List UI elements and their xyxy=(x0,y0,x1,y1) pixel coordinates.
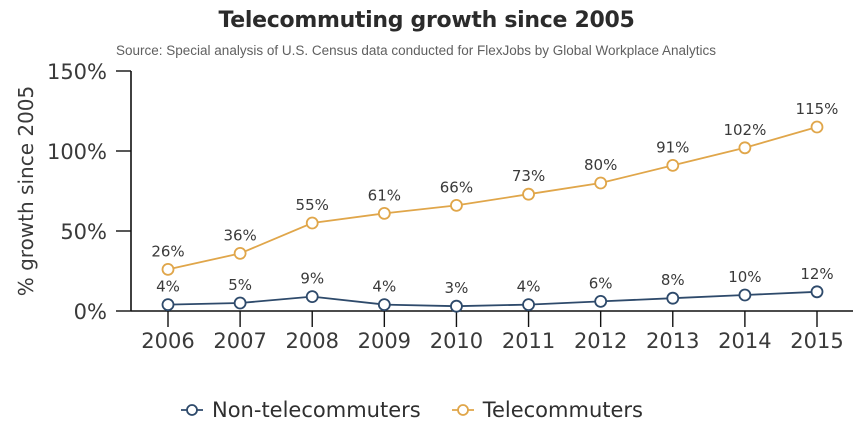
data-point xyxy=(377,206,391,220)
data-label: 61% xyxy=(368,186,401,204)
y-axis-label: % growth since 2005 xyxy=(14,86,38,297)
x-tick-label: 2013 xyxy=(646,329,699,353)
data-point xyxy=(738,141,752,155)
data-point xyxy=(738,288,752,302)
series-layer: 4% 5% 9% 4% 3% 4% 6% 8% 10% 12% 26% 36% 55% 61% 66% 73%… xyxy=(151,100,839,313)
data-label: 4% xyxy=(156,278,180,296)
series-line-telecommuters xyxy=(167,126,818,271)
chart-subtitle: Source: Special analysis of U.S. Census … xyxy=(116,43,717,58)
x-tick-label: 2007 xyxy=(213,329,266,353)
data-label: 10% xyxy=(728,268,761,286)
legend-marker-icon xyxy=(181,404,203,416)
data-point xyxy=(594,176,608,190)
data-point xyxy=(161,298,175,312)
line-chart: 0% 50% 100% 150% 2006 2007 2008 2009 2010 2011 201… xyxy=(14,60,853,353)
legend-label: Telecommuters xyxy=(482,398,643,422)
data-label: 4% xyxy=(372,278,396,296)
y-tick-label: 150% xyxy=(47,60,107,84)
data-point xyxy=(522,187,535,201)
data-label: 55% xyxy=(296,196,329,214)
axes: 0% 50% 100% 150% 2006 2007 2008 2009 2010 2011 201… xyxy=(47,60,853,353)
legend-item-telecommuters[interactable]: Telecommuters xyxy=(451,398,643,422)
data-label: 80% xyxy=(584,156,617,174)
x-tick-label: 2014 xyxy=(718,329,771,353)
data-label: 12% xyxy=(800,265,833,283)
x-tick-label: 2006 xyxy=(141,329,194,353)
data-point xyxy=(233,296,247,310)
y-tick-label: 50% xyxy=(60,220,107,244)
x-tick-label: 2012 xyxy=(574,329,627,353)
data-point xyxy=(450,299,463,313)
data-label: 5% xyxy=(228,276,252,294)
chart-title: Telecommuting growth since 2005 xyxy=(218,8,635,33)
data-point xyxy=(233,246,247,260)
legend-label: Non-telecommuters xyxy=(212,398,421,422)
data-point xyxy=(810,285,824,299)
data-label: 102% xyxy=(723,121,766,139)
x-tick-label: 2015 xyxy=(790,329,843,353)
data-label: 91% xyxy=(656,138,689,156)
data-point xyxy=(666,291,680,305)
data-label: 66% xyxy=(440,178,473,196)
y-tick-label: 100% xyxy=(47,140,107,164)
data-label: 115% xyxy=(796,100,839,118)
x-tick-label: 2011 xyxy=(502,329,555,353)
x-tick-label: 2009 xyxy=(358,329,411,353)
data-point xyxy=(594,294,608,308)
data-point xyxy=(450,198,463,212)
data-label: 73% xyxy=(512,167,545,185)
data-label: 4% xyxy=(517,278,541,296)
legend-item-non-telecommuters[interactable]: Non-telecommuters xyxy=(180,398,421,422)
x-tick-label: 2010 xyxy=(430,329,483,353)
legend-marker-icon xyxy=(451,404,474,416)
data-point xyxy=(377,298,391,312)
data-label: 3% xyxy=(445,279,469,297)
data-label: 36% xyxy=(223,226,256,244)
x-tick-label: 2008 xyxy=(285,329,338,353)
data-point xyxy=(305,290,319,304)
data-point xyxy=(666,158,680,172)
data-label: 26% xyxy=(151,242,184,260)
data-label: 8% xyxy=(661,271,685,289)
data-point xyxy=(810,120,824,134)
data-label: 9% xyxy=(300,270,324,288)
y-tick-label: 0% xyxy=(74,300,107,324)
data-point xyxy=(522,298,535,312)
legend: Non-telecommuters Telecommuters xyxy=(180,398,673,422)
data-point xyxy=(161,262,175,276)
series-line-non-telecommuters xyxy=(167,290,818,308)
data-label: 6% xyxy=(589,274,613,292)
data-point xyxy=(305,216,319,230)
